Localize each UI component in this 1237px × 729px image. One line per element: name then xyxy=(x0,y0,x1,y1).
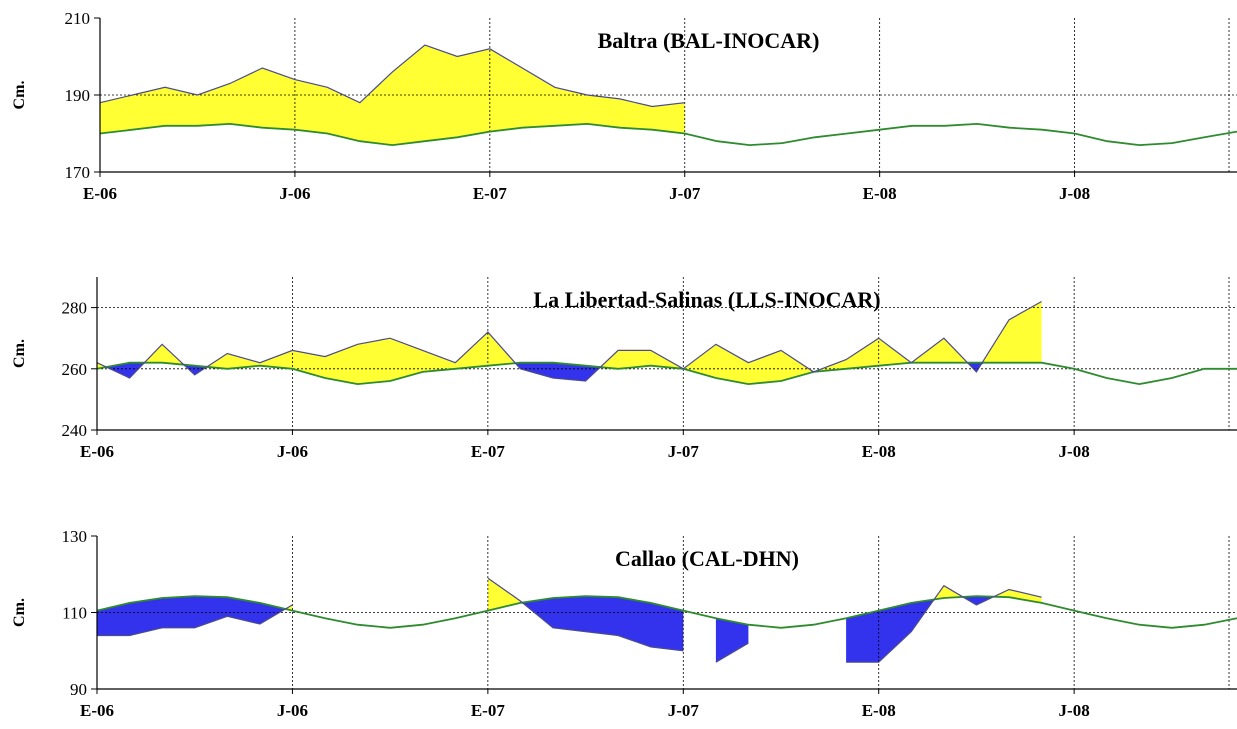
x-tick-label: J-08 xyxy=(1059,184,1090,203)
y-axis-label: Cm. xyxy=(11,339,28,368)
observed-line-1 xyxy=(96,300,1042,382)
x-tick-label: J-06 xyxy=(277,442,308,461)
y-tick-label: 130 xyxy=(62,527,88,546)
y-tick-label: 260 xyxy=(62,360,88,379)
x-tick-label: E-08 xyxy=(862,701,896,720)
panel-1: 170 190 210 E-06 J-06 E-07 J-07 E-08 J-08 Cm. Balt… xyxy=(11,9,1237,203)
y-tick-label: 110 xyxy=(62,604,87,623)
y-tick-label: 190 xyxy=(65,86,91,105)
observed-line-1 xyxy=(97,604,293,637)
y-axis-label: Cm. xyxy=(11,81,28,110)
reference-line xyxy=(99,122,1237,147)
x-tick-label: J-08 xyxy=(1059,442,1090,461)
x-tick-label: J-06 xyxy=(277,701,308,720)
chart-title: La Libertad-Salinas (LLS-INOCAR) xyxy=(533,287,880,312)
y-axis-label: Cm. xyxy=(11,598,28,627)
chart-title: Callao (CAL-DHN) xyxy=(615,546,799,571)
x-tick-label: E-06 xyxy=(83,184,117,203)
observed-line-1 xyxy=(99,44,685,108)
panel-2: 240 260 280 E-06 J-06 E-07 J-07 E-08 J-08 Cm. La L… xyxy=(11,277,1237,461)
chart-title: Baltra (BAL-INOCAR) xyxy=(598,28,820,53)
x-tick-label: J-07 xyxy=(668,442,700,461)
reference-line xyxy=(96,595,1237,629)
y-tick-label: 90 xyxy=(70,680,87,699)
below-fill-2 xyxy=(487,596,684,651)
x-tick-label: E-07 xyxy=(471,701,506,720)
x-tick-label: E-08 xyxy=(863,184,897,203)
panel-3: 90 110 130 E-06 J-06 E-07 J-07 E-08 J-08 Cm. Calla… xyxy=(11,527,1237,720)
x-tick-label: J-08 xyxy=(1059,701,1090,720)
observed-line-2 xyxy=(487,577,684,652)
y-tick-label: 240 xyxy=(62,421,88,440)
above-fill-1 xyxy=(97,301,1042,385)
below-fill-1 xyxy=(97,362,1042,385)
x-tick-label: J-06 xyxy=(279,184,310,203)
x-tick-label: E-06 xyxy=(80,701,114,720)
below-fill-1 xyxy=(97,596,293,636)
x-tick-label: E-08 xyxy=(862,442,896,461)
observed-line-4 xyxy=(846,584,1042,663)
reference-line xyxy=(96,361,1237,386)
below-fill-4 xyxy=(846,596,1042,663)
y-tick-label: 170 xyxy=(65,163,91,182)
x-tick-label: E-07 xyxy=(473,184,508,203)
y-tick-label: 280 xyxy=(62,299,88,318)
x-tick-label: E-06 xyxy=(80,442,114,461)
y-tick-label: 210 xyxy=(65,9,91,28)
below-fill-3 xyxy=(715,618,749,663)
x-tick-label: J-07 xyxy=(669,184,701,203)
observed-line-3 xyxy=(715,642,749,663)
x-tick-label: E-07 xyxy=(471,442,506,461)
above-fill-4 xyxy=(846,585,1042,619)
x-tick-label: J-07 xyxy=(668,701,700,720)
